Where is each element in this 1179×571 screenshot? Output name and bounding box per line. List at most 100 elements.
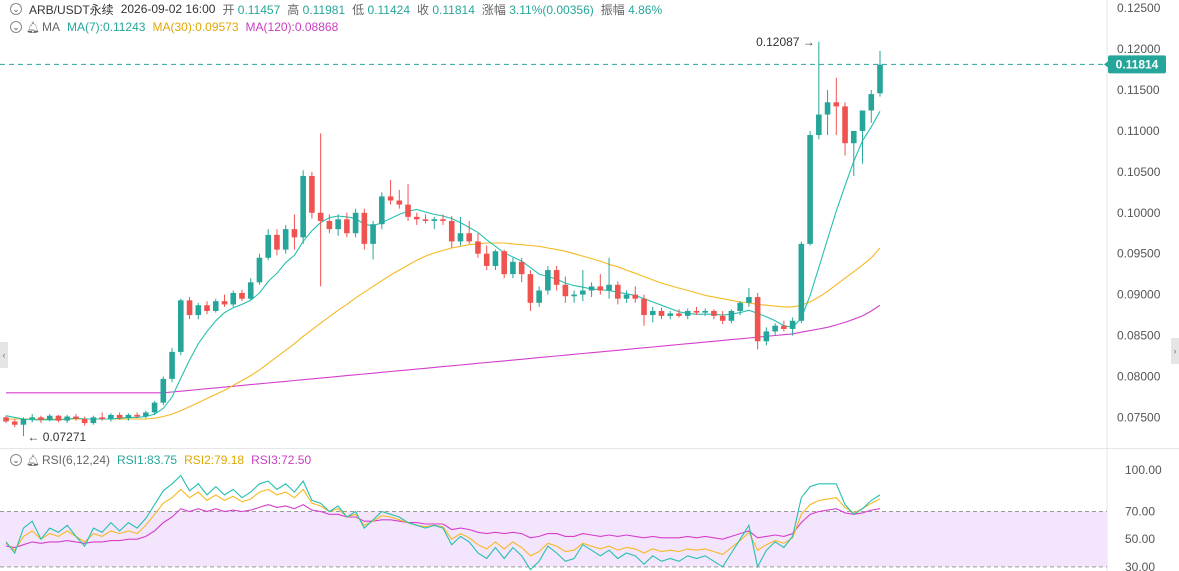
candle-body: [457, 233, 464, 242]
candle: [571, 290, 577, 303]
candle-body: [11, 421, 18, 425]
rsi2-legend: RSI2:79.18: [184, 453, 245, 467]
max-price-annotation: 0.12087 →: [756, 35, 815, 49]
candle: [518, 257, 525, 283]
amplitude-field: 振幅 4.86%: [601, 1, 662, 18]
symbol-label: ARB/USDT永续: [29, 2, 114, 17]
candle-body: [300, 175, 306, 238]
ma120-legend: MA(120):0.08868: [245, 20, 339, 34]
close-label: 收: [417, 2, 430, 17]
candle: [641, 294, 647, 326]
candle: [510, 257, 516, 279]
candle-body: [702, 310, 708, 313]
high-field: 高 0.11981: [287, 1, 345, 18]
chevron-down-icon[interactable]: ⌄: [10, 3, 22, 15]
candle-body: [317, 212, 324, 221]
candle: [711, 309, 717, 320]
candle-body: [55, 415, 62, 421]
candle-body: [510, 261, 516, 275]
close-value: 0.11814: [432, 2, 475, 17]
change-value: 3.11%(0.00356): [509, 2, 594, 17]
candle: [379, 192, 385, 230]
candle-body: [160, 378, 167, 403]
candle-body: [623, 294, 630, 299]
amplitude-label: 振幅: [600, 2, 625, 17]
bell-icon[interactable]: 🔔︎: [26, 454, 40, 467]
candle-body: [440, 219, 446, 221]
candle: [352, 208, 359, 238]
bell-icon[interactable]: 🔔︎: [26, 21, 40, 34]
price-tick-label: 0.08500: [1117, 329, 1161, 343]
high-value: 0.11981: [302, 2, 346, 17]
chevron-down-icon[interactable]: ⌄: [10, 21, 22, 33]
candle: [186, 297, 193, 320]
price-tick-label: 0.11000: [1117, 124, 1160, 138]
candle-body: [527, 274, 534, 303]
candle: [151, 400, 158, 415]
candle-body: [309, 175, 315, 213]
rsi-tick-label: 70.00: [1125, 505, 1155, 519]
min-price-annotation: ← 0.07271: [27, 430, 86, 444]
candle: [116, 412, 123, 420]
candle-body: [754, 297, 761, 342]
candle-body: [256, 257, 263, 283]
candle: [291, 214, 298, 250]
candle: [239, 289, 245, 302]
candle: [326, 214, 333, 234]
rsi3-legend: RSI3:72.50: [251, 453, 312, 467]
candle: [90, 415, 97, 425]
candle: [763, 327, 770, 346]
candle-body: [553, 270, 560, 285]
candle-body: [475, 241, 481, 254]
candle-body: [73, 416, 79, 419]
candle: [859, 110, 866, 164]
candle: [195, 302, 202, 320]
candle-body: [282, 229, 289, 250]
price-tick-label: 0.09000: [1117, 288, 1161, 302]
candle: [265, 229, 271, 261]
candle: [125, 413, 132, 421]
candle: [781, 320, 787, 332]
candle: [55, 414, 62, 423]
candle-body: [20, 418, 27, 425]
candle-body: [151, 402, 158, 413]
candle-body: [518, 261, 525, 275]
candle: [580, 270, 586, 302]
candle-body: [186, 300, 193, 316]
candle-body: [195, 305, 202, 316]
candle-body: [352, 212, 359, 234]
candle-body: [108, 414, 114, 419]
last-price-label: 0.11814: [1116, 57, 1159, 71]
candle: [553, 265, 560, 291]
candle-body: [326, 220, 333, 230]
price-tick-label: 0.12000: [1117, 42, 1161, 56]
candle-body: [422, 219, 429, 221]
candle-body: [781, 325, 787, 329]
scroll-right-handle[interactable]: ›: [1171, 338, 1179, 364]
candle-body: [239, 292, 245, 299]
scroll-left-handle[interactable]: ‹: [0, 342, 8, 368]
candle: [693, 306, 700, 316]
candle: [422, 214, 429, 224]
candle: [588, 282, 595, 298]
price-tick-label: 0.11500: [1117, 83, 1160, 97]
candle: [527, 270, 534, 311]
candle-body: [798, 243, 805, 321]
candle-body: [483, 253, 490, 266]
rsi-band: [0, 511, 1107, 567]
candle-body: [807, 135, 813, 244]
candle: [658, 307, 665, 320]
candle: [46, 414, 53, 422]
rsi-tick-label: 100.00: [1125, 463, 1162, 477]
ma120-line: [6, 304, 881, 394]
candle-body: [466, 233, 473, 242]
candle-body: [772, 325, 778, 332]
candle: [483, 245, 490, 271]
candle-body: [641, 298, 647, 316]
candle: [344, 212, 350, 238]
chevron-down-icon[interactable]: ⌄: [10, 454, 22, 466]
candle-body: [676, 313, 682, 316]
rsi-legend-row: ⌄ 🔔︎ RSI(6,12,24) RSI1:83.75 RSI2:79.18 …: [0, 451, 311, 469]
